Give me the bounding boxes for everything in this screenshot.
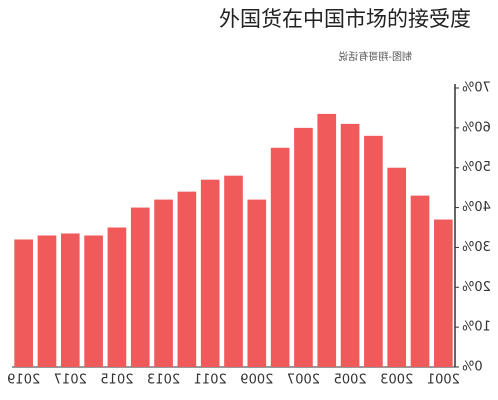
x-tick-label: 2015: [100, 373, 133, 388]
bar: [270, 147, 290, 367]
y-tick-label: 10%: [462, 320, 491, 335]
x-tick-label: 2009: [240, 373, 273, 388]
y-tick-label: 20%: [462, 280, 491, 295]
bar: [84, 235, 103, 367]
x-tick-label: 2001: [427, 373, 460, 388]
bar: [200, 179, 220, 367]
bar: [37, 235, 57, 367]
source-note: 制图-翔哥有话说: [338, 50, 412, 63]
bar: [294, 127, 313, 367]
y-tick-label: 30%: [462, 240, 491, 255]
chart-title: 外国货在中国市场的接受度: [219, 7, 471, 31]
bar: [387, 167, 407, 367]
y-tick-label: 50%: [462, 160, 491, 175]
y-tick-label: 0%: [462, 360, 483, 375]
x-tick-label: 2003: [380, 373, 413, 388]
plot-area: 制图-翔哥有话说 0% 10% 20% 30% 40% 50% 60% 70% 2001 2003 2…: [7, 50, 491, 388]
bar: [410, 195, 430, 367]
bar: [434, 219, 453, 367]
x-tick-label: 2013: [147, 373, 180, 388]
x-tick-label: 2017: [54, 373, 87, 388]
x-tick-label: 2011: [194, 373, 227, 388]
x-tick-label: 2007: [287, 373, 320, 388]
bar: [130, 207, 150, 367]
bar: [60, 233, 80, 367]
x-tick-label: 2005: [334, 373, 367, 388]
bar: [154, 199, 173, 367]
bar: [340, 123, 360, 367]
bar: [317, 113, 337, 368]
bar: [247, 199, 267, 367]
y-tick-label: 70%: [462, 81, 491, 96]
y-tick-label: 40%: [462, 200, 491, 215]
bar: [177, 191, 197, 367]
bar: [364, 135, 383, 367]
x-tick-label: 2019: [7, 373, 40, 388]
y-tick-label: 60%: [462, 120, 491, 135]
bar: [107, 227, 127, 367]
bar: [224, 175, 243, 367]
bar: [14, 239, 33, 367]
